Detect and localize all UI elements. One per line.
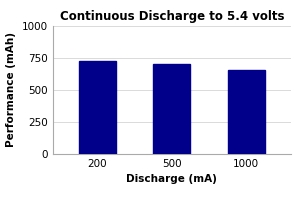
Bar: [79, 61, 116, 154]
Bar: [153, 64, 190, 154]
Title: Continuous Discharge to 5.4 volts: Continuous Discharge to 5.4 volts: [59, 10, 284, 23]
Y-axis label: Performance (mAh): Performance (mAh): [6, 32, 16, 147]
X-axis label: Discharge (mA): Discharge (mA): [126, 174, 217, 184]
Bar: [228, 71, 265, 154]
